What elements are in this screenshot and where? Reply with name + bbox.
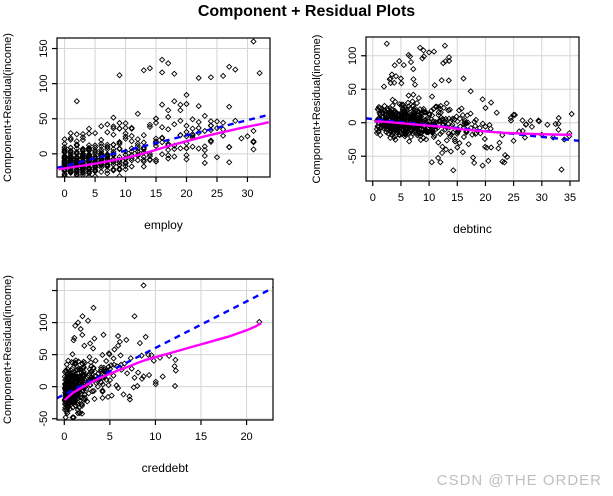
y-tick-label: -50 (347, 148, 359, 164)
y-tick-label: 100 (38, 313, 50, 331)
plot-box (56, 37, 271, 178)
y-tick-label: 50 (347, 83, 359, 95)
x-axis-label: creddebt (142, 461, 189, 475)
y-tick-label: 100 (38, 74, 50, 92)
y-tick-label: 50 (38, 349, 50, 361)
x-tick-label: 25 (508, 192, 520, 204)
axis-ticks (361, 55, 571, 186)
y-axis-label: Component+Residual(income) (2, 33, 14, 182)
x-tick-label: 35 (564, 192, 576, 204)
axis-ticks (52, 47, 249, 182)
plot-box (365, 36, 580, 182)
panel-debtinc: 0 5 10 15 20 25 30 35 -50 0 50 100 debtinc Component+… (311, 35, 580, 236)
smooth-line (58, 121, 270, 171)
data-point-diamonds (61, 282, 263, 420)
panel-employ: 0 5 10 15 20 25 30 0 50 100 150 employ Component+Res… (2, 33, 271, 232)
plot-box (56, 278, 274, 421)
x-tick-label: 0 (61, 431, 67, 443)
y-tick-label: 150 (38, 39, 50, 57)
x-tick-label: 5 (92, 188, 98, 200)
axis-ticks (52, 289, 248, 425)
x-tick-label: 5 (398, 192, 404, 204)
panel-creddebt: 0 5 10 15 20 -50 0 50 100 creddebt Component+Resid… (2, 275, 274, 475)
scatter-points (61, 282, 263, 420)
y-tick-label: -50 (38, 411, 50, 427)
x-axis-label: employ (144, 218, 183, 232)
scatter-points (373, 40, 575, 174)
x-tick-label: 5 (107, 431, 113, 443)
x-tick-label: 30 (241, 188, 253, 200)
x-tick-label: 15 (451, 192, 463, 204)
y-axis-label: Component+Residual(income) (311, 35, 323, 184)
y-tick-label: 100 (347, 47, 359, 65)
y-tick-label: 0 (38, 384, 50, 390)
x-tick-label: 15 (195, 431, 207, 443)
data-point-diamonds (61, 38, 263, 177)
chart-title: Component + Residual Plots (197, 3, 416, 20)
x-tick-label: 0 (370, 192, 376, 204)
x-axis-label: debtinc (453, 222, 492, 236)
x-tick-label: 10 (119, 188, 131, 200)
watermark: CSDN @THE ORDER (436, 472, 602, 489)
x-tick-label: 10 (423, 192, 435, 204)
x-tick-label: 25 (211, 188, 223, 200)
x-tick-label: 10 (149, 431, 161, 443)
smooth-line (374, 120, 572, 136)
x-tick-label: 30 (536, 192, 548, 204)
y-tick-label: 0 (38, 151, 50, 157)
x-tick-label: 0 (62, 188, 68, 200)
smooth-line (63, 322, 262, 401)
x-tick-label: 20 (479, 192, 491, 204)
gridlines (57, 279, 273, 420)
y-axis-label: Component+Residual(income) (2, 275, 14, 424)
regression-line (57, 113, 270, 170)
data-point-diamonds (373, 40, 575, 174)
regression-line (57, 286, 273, 400)
y-tick-label: 50 (38, 113, 50, 125)
x-tick-label: 15 (150, 188, 162, 200)
scatter-points (61, 38, 263, 177)
y-tick-label: 0 (347, 120, 359, 126)
x-tick-label: 20 (180, 188, 192, 200)
x-tick-label: 20 (240, 431, 252, 443)
